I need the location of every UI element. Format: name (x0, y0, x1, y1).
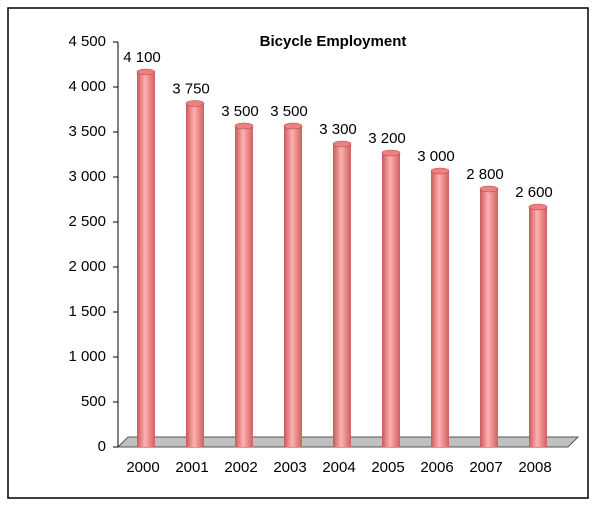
bar-cap (528, 203, 548, 211)
value-label: 3 300 (319, 121, 357, 138)
y-tick-label: 2 500 (68, 213, 106, 230)
bar-cap (136, 68, 156, 76)
y-tick-label: 4 500 (68, 33, 106, 50)
y-tick-label: 0 (98, 438, 106, 455)
bar-cap (381, 149, 401, 157)
value-label: 4 100 (123, 49, 161, 66)
x-tick-label: 2004 (322, 459, 355, 476)
y-tick-label: 3 000 (68, 168, 106, 185)
bar-cap (332, 140, 352, 148)
x-tick-label: 2000 (126, 459, 159, 476)
value-label: 3 500 (221, 103, 259, 120)
value-label: 2 600 (515, 184, 553, 201)
bar-cap (479, 185, 499, 193)
bar (186, 103, 204, 447)
x-tick-label: 2002 (224, 459, 257, 476)
y-tick-label: 4 000 (68, 78, 106, 95)
bar (529, 207, 547, 447)
x-tick-label: 2001 (175, 459, 208, 476)
y-tick-label: 2 000 (68, 258, 106, 275)
bar (137, 72, 155, 447)
bar-cap (234, 122, 254, 130)
chart-title: Bicycle Employment (260, 33, 407, 50)
x-tick-label: 2008 (518, 459, 551, 476)
x-tick-label: 2005 (371, 459, 404, 476)
bar (333, 144, 351, 447)
x-tick-label: 2003 (273, 459, 306, 476)
bar (431, 171, 449, 447)
bar (480, 189, 498, 447)
value-label: 3 750 (172, 80, 210, 97)
bar-cap (185, 100, 205, 107)
bar (382, 153, 400, 447)
value-label: 3 200 (368, 130, 406, 147)
bar (235, 126, 253, 447)
y-tick-label: 1 000 (68, 348, 106, 365)
x-tick-label: 2006 (420, 459, 453, 476)
y-tick-label: 1 500 (68, 303, 106, 320)
value-label: 3 500 (270, 103, 308, 120)
y-tick-label: 3 500 (68, 123, 106, 140)
x-tick-label: 2007 (469, 459, 502, 476)
value-label: 2 800 (466, 166, 504, 183)
bar (284, 126, 302, 447)
y-tick-label: 500 (81, 393, 106, 410)
value-label: 3 000 (417, 148, 455, 165)
bar-cap (430, 167, 450, 175)
bar-cap (283, 122, 303, 130)
